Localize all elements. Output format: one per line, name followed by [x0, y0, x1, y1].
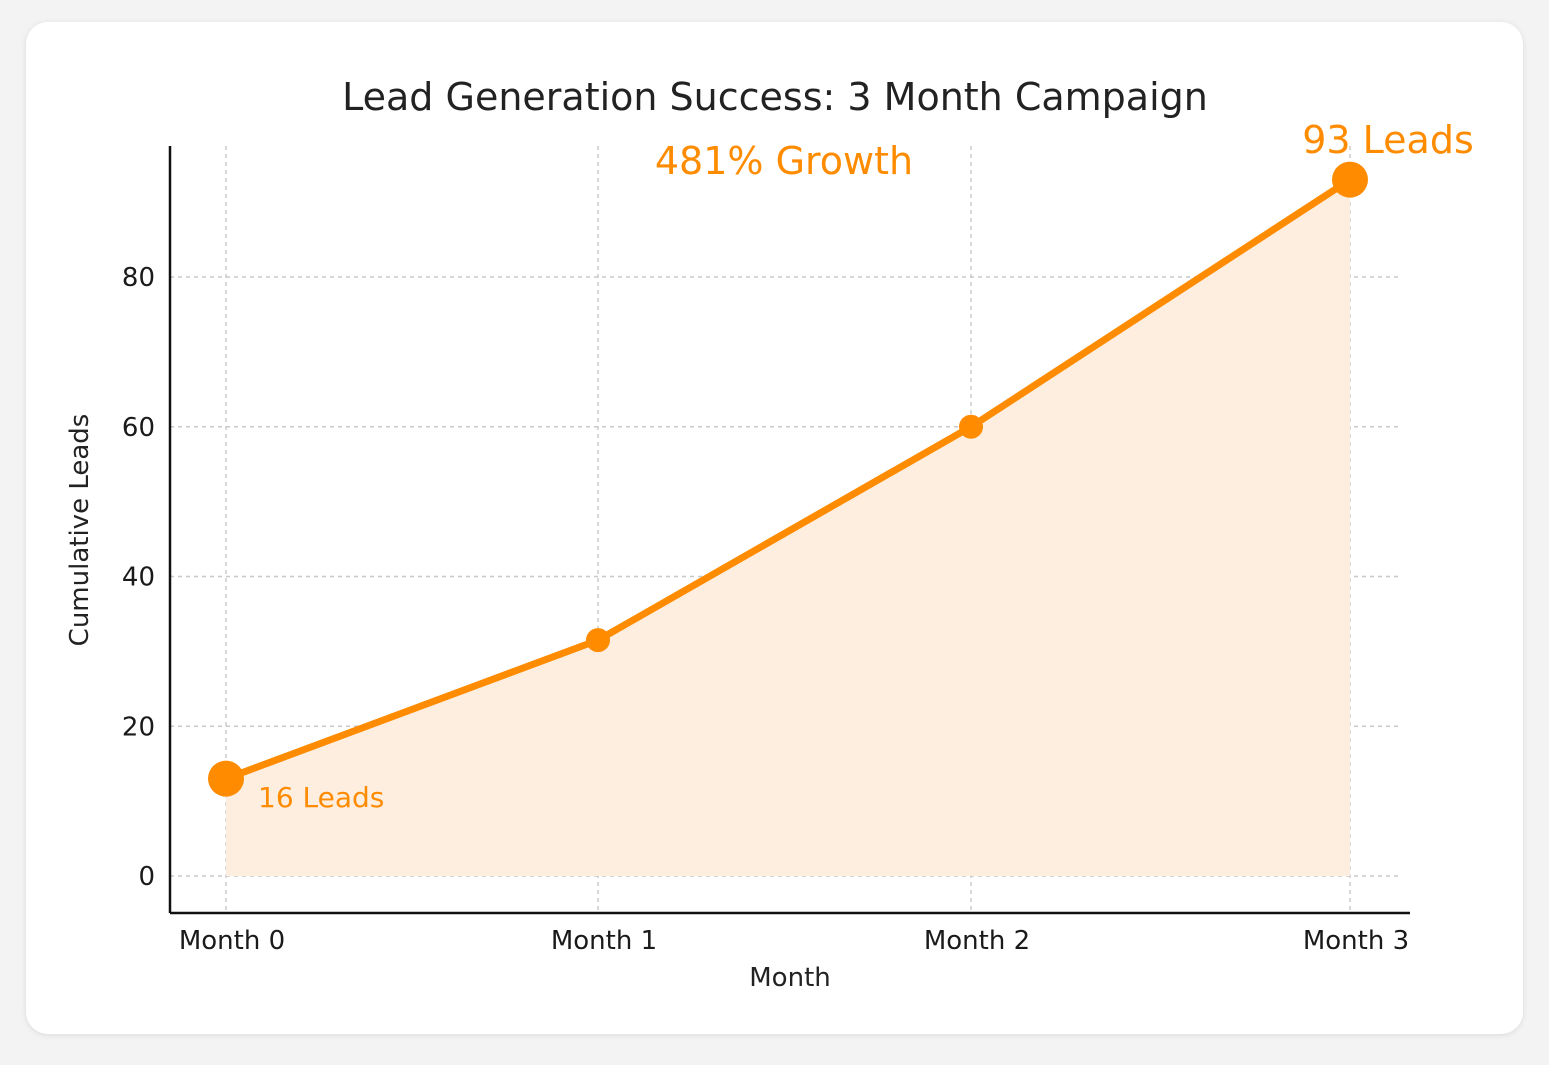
y-tick-label-20: 20: [122, 712, 155, 742]
x-tick-label-2: Month 2: [924, 926, 1030, 956]
start-value-annotation: 16 Leads: [258, 781, 384, 814]
area-fill-path: [226, 179, 1350, 877]
series-line: [222, 176, 1354, 783]
x-axis-label: Month: [749, 963, 831, 993]
data-point-0: [208, 760, 244, 797]
chart-title: Lead Generation Success: 3 Month Campaig…: [342, 75, 1208, 119]
x-tick-label-0: Month 0: [179, 926, 285, 956]
end-value-annotation: 93 Leads: [1302, 118, 1474, 162]
y-tick-label-40: 40: [122, 563, 155, 593]
tick-labels: 0 20 40 60 80 Month 0 Month 1 Month 2 Month 3: [122, 263, 1409, 956]
y-axis-label: Cumulative Leads: [65, 414, 95, 647]
data-point-2: [959, 414, 983, 439]
y-tick-label-80: 80: [122, 263, 155, 293]
x-tick-label-3: Month 3: [1303, 926, 1409, 956]
y-tick-label-60: 60: [122, 413, 155, 443]
series-polyline: [222, 176, 1354, 783]
axes: [168, 146, 1410, 915]
data-points: [208, 161, 1368, 797]
x-tick-label-1: Month 1: [551, 926, 657, 956]
growth-annotation: 481% Growth: [655, 139, 913, 183]
y-tick-label-0: 0: [138, 862, 155, 892]
data-point-3: [1332, 161, 1368, 198]
area-fill: [226, 179, 1350, 877]
data-point-1: [586, 628, 610, 653]
